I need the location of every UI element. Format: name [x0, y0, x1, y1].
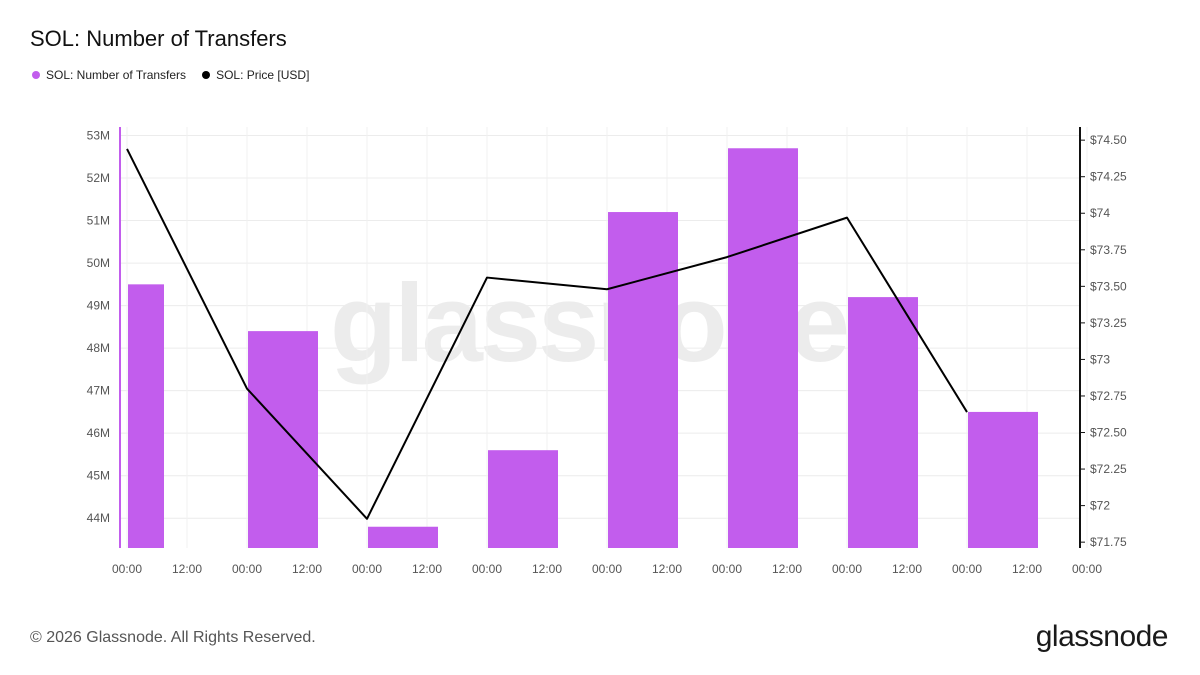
x-tick-label: 00:00 — [472, 562, 502, 576]
x-tick-label: 00:00 — [1072, 562, 1102, 576]
x-tick-label: 12:00 — [1012, 562, 1042, 576]
y-right-tick-label: $73.25 — [1090, 316, 1127, 330]
legend-label-transfers: SOL: Number of Transfers — [46, 68, 187, 82]
y-left-tick-label: 50M — [87, 256, 110, 270]
y-right-tick-label: $74 — [1090, 206, 1110, 220]
x-tick-label: 12:00 — [172, 562, 202, 576]
y-right-tick-label: $73.75 — [1090, 243, 1127, 257]
y-right-tick-label: $71.75 — [1090, 535, 1127, 549]
y-right-tick-label: $73 — [1090, 352, 1110, 366]
bar-transfers — [488, 450, 558, 548]
x-tick-label: 00:00 — [592, 562, 622, 576]
y-right-tick-label: $72.75 — [1090, 389, 1127, 403]
legend-marker-transfers — [32, 71, 40, 79]
legend: SOL: Number of Transfers SOL: Price [USD… — [32, 68, 309, 82]
bar-transfers — [128, 284, 164, 548]
y-left-tick-label: 49M — [87, 299, 110, 313]
x-tick-label: 00:00 — [232, 562, 262, 576]
x-tick-label: 12:00 — [652, 562, 682, 576]
bar-transfers — [248, 331, 318, 548]
y-right-tick-label: $74.25 — [1090, 170, 1127, 184]
y-left-tick-label: 48M — [87, 341, 110, 355]
legend-item-transfers[interactable]: SOL: Number of Transfers — [32, 68, 186, 82]
price-line — [126, 148, 968, 520]
y-right-tick-label: $74.50 — [1090, 133, 1127, 147]
x-tick-label: 12:00 — [772, 562, 802, 576]
x-tick-label: 12:00 — [532, 562, 562, 576]
x-tick-label: 00:00 — [712, 562, 742, 576]
y-left-tick-label: 47M — [87, 384, 110, 398]
x-tick-label: 00:00 — [112, 562, 142, 576]
bar-transfers — [968, 411, 1038, 548]
x-tick-label: 12:00 — [292, 562, 322, 576]
legend-label-price: SOL: Price [USD] — [216, 68, 310, 82]
y-left-tick-label: 51M — [87, 214, 110, 228]
y-left-tick-label: 46M — [87, 426, 110, 440]
y-right-tick-label: $73.50 — [1090, 279, 1127, 293]
bar-transfers — [368, 526, 438, 548]
x-tick-label: 12:00 — [892, 562, 922, 576]
chart-title: SOL: Number of Transfers — [30, 26, 287, 51]
x-tick-label: 00:00 — [832, 562, 862, 576]
x-tick-label: 00:00 — [352, 562, 382, 576]
x-tick-label: 00:00 — [952, 562, 982, 576]
y-right-tick-label: $72.25 — [1090, 462, 1127, 476]
legend-marker-price — [202, 71, 211, 79]
y-right-tick-label: $72 — [1090, 499, 1110, 513]
glassnode-logo[interactable]: glassnode — [1035, 620, 1169, 653]
y-left-tick-label: 45M — [87, 469, 110, 483]
legend-item-price[interactable]: SOL: Price [USD] — [202, 68, 309, 82]
y-left-tick-label: 44M — [87, 511, 110, 525]
y-left-tick-label: 52M — [87, 171, 110, 185]
bar-transfers — [848, 297, 918, 548]
copyright-text: © 2026 Glassnode. All Rights Reserved. — [30, 629, 316, 646]
bar-transfers — [728, 148, 798, 548]
x-tick-label: 12:00 — [412, 562, 442, 576]
y-right-tick-label: $72.50 — [1090, 426, 1127, 440]
bar-transfers — [608, 212, 678, 548]
y-left-tick-label: 53M — [87, 129, 110, 143]
